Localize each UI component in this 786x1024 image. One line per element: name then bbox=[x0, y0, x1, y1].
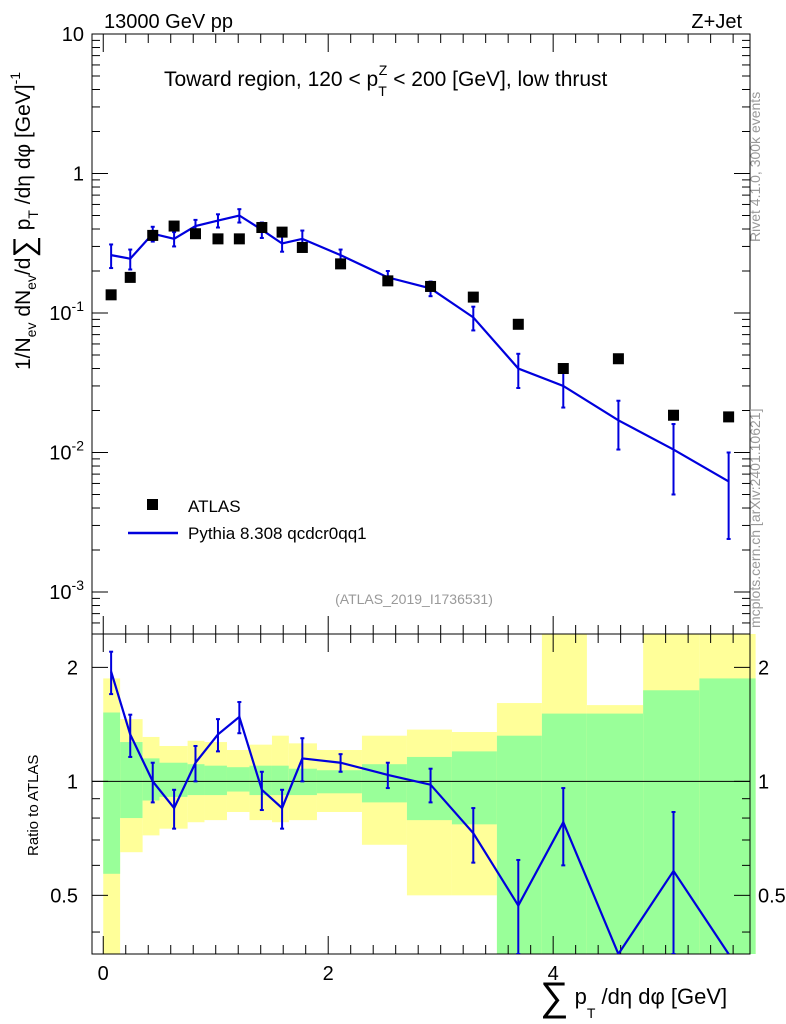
band-inner-7 bbox=[249, 765, 272, 796]
data-point bbox=[168, 220, 180, 232]
data-point bbox=[256, 222, 268, 234]
ratio-clipped-group bbox=[109, 650, 730, 954]
legend-data-label: ATLAS bbox=[188, 497, 241, 516]
data-point bbox=[124, 271, 136, 283]
side-rivet-label: Rivet 4.1.0, 300k events bbox=[747, 92, 763, 242]
band-inner-14 bbox=[496, 735, 542, 954]
legend: ATLAS Pythia 8.308 qcdcr0qq1 bbox=[128, 497, 367, 543]
data-point bbox=[189, 228, 201, 240]
data-point bbox=[467, 291, 479, 303]
band-inner-8 bbox=[271, 765, 289, 796]
main-y-tick-label: 10-1 bbox=[49, 298, 84, 325]
axis-ticks bbox=[92, 33, 750, 954]
data-point bbox=[557, 363, 569, 375]
band-inner-16 bbox=[586, 713, 644, 954]
process-label: Z+Jet bbox=[691, 11, 742, 33]
ratio-y-tick-label-right: 2 bbox=[758, 657, 769, 679]
band-inner-0 bbox=[103, 712, 121, 874]
ratio-y-tick-label-left: 0.5 bbox=[50, 885, 78, 907]
main-plot-frame bbox=[91, 33, 751, 635]
analysis-label: (ATLAS_2019_I1736531) bbox=[335, 591, 493, 607]
band-inner-17 bbox=[643, 690, 700, 954]
data-point bbox=[147, 229, 159, 241]
data-point bbox=[276, 226, 288, 238]
band-inner-13 bbox=[451, 751, 497, 825]
main-y-tick-label: 10 bbox=[62, 24, 84, 46]
x-axis-label: ∑ pT /dη dφ [GeV] bbox=[540, 975, 727, 1021]
title-sub: T bbox=[378, 83, 387, 99]
main-y-tick-label: 10-3 bbox=[49, 577, 84, 604]
legend-mc-label: Pythia 8.308 qcdcr0qq1 bbox=[188, 524, 367, 543]
title-rest: < 200 [GeV], low thrust bbox=[387, 68, 607, 91]
data-point bbox=[233, 233, 245, 245]
mc-series-line bbox=[110, 214, 730, 483]
ratio-plot-frame bbox=[91, 633, 751, 955]
data-point bbox=[212, 233, 224, 245]
side-site-label: mcplots.cern.ch [arXiv:2401.10621] bbox=[747, 409, 763, 628]
ratio-uncertainty-bands bbox=[103, 634, 756, 954]
plot-title: Toward region, 120 < pTZ < 200 [GeV], lo… bbox=[164, 62, 608, 99]
x-tick-label: 4 bbox=[548, 963, 559, 985]
ratio-y-tick-label-right: 1 bbox=[758, 771, 769, 793]
x-tick-label: 0 bbox=[98, 963, 109, 985]
ratio-y-tick-label-right: 0.5 bbox=[758, 885, 786, 907]
band-inner-15 bbox=[541, 713, 587, 954]
main-plot-marks bbox=[105, 208, 735, 540]
main-y-axis-label: 1/Nev dNev/d∑ pT /dη dφ [GeV]-1 bbox=[7, 72, 41, 370]
legend-data-marker bbox=[147, 499, 158, 510]
title-main: Toward region, 120 < p bbox=[164, 68, 378, 91]
main-y-tick-label: 1 bbox=[73, 164, 84, 186]
ratio-y-axis-label: Ratio to ATLAS bbox=[25, 755, 42, 856]
data-point bbox=[425, 280, 437, 292]
x-tick-label: 2 bbox=[323, 963, 334, 985]
data-point bbox=[335, 258, 347, 270]
data-point bbox=[612, 353, 624, 365]
band-inner-18 bbox=[699, 678, 756, 954]
ratio-y-tick-label-left: 2 bbox=[67, 657, 78, 679]
band-inner-6 bbox=[226, 767, 250, 792]
data-point bbox=[512, 318, 524, 330]
band-inner-1 bbox=[120, 742, 143, 819]
data-point bbox=[382, 275, 394, 287]
axis-tick-labels: 10-3 10-2 10-1 1 10 0.5 0.5 1 1 2 2 0 2 4 bbox=[49, 24, 786, 985]
title-sup: Z bbox=[379, 62, 388, 78]
band-inner-5 bbox=[204, 765, 227, 796]
data-point bbox=[668, 409, 680, 421]
band-inner-12 bbox=[406, 756, 452, 821]
data-point bbox=[723, 411, 735, 423]
ratio-plot-marks bbox=[92, 650, 750, 954]
data-point bbox=[105, 289, 117, 301]
main-y-tick-label: 10-2 bbox=[49, 438, 84, 465]
ratio-y-tick-label-left: 1 bbox=[67, 771, 78, 793]
energy-label: 13000 GeV pp bbox=[104, 11, 233, 33]
data-point bbox=[296, 241, 308, 253]
